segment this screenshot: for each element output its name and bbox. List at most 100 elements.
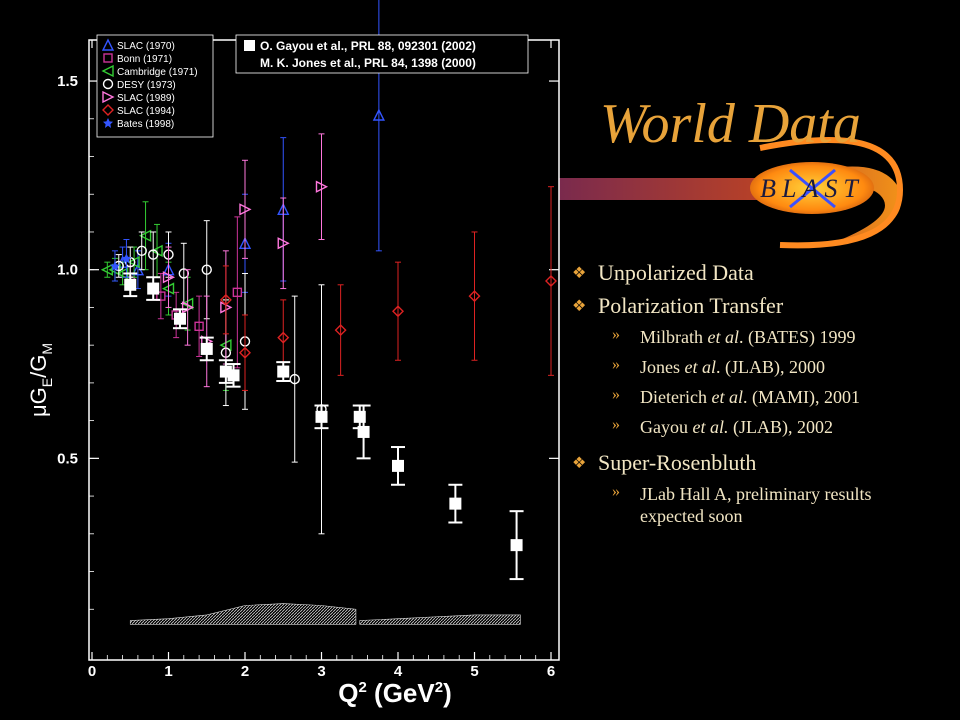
data-point [121,253,132,264]
data-point [219,293,232,306]
bullet-label: Unpolarized Data [598,259,754,285]
sub-bullet-item: » Dieterich et al. (MAMI), 2001 [612,386,952,408]
legend-label: Bates (1998) [117,119,174,130]
bullet-list: ❖ Unpolarized Data ❖ Polarization Transfer… [572,256,952,535]
sub-bullet-post: . (BATES) 1999 [739,327,856,347]
x-tick-label: 2 [241,663,249,680]
raquo-bullet-icon: » [612,416,620,433]
sub-bullet-post: (JLAB), 2002 [728,417,833,437]
sub-bullet-pre: Gayou [640,417,693,437]
data-point [392,459,404,472]
y-axis-label: μGE/GM [26,343,55,417]
sub-bullet-item: » Milbrath et al. (BATES) 1999 [612,326,952,348]
legend-marker [102,90,115,104]
sub-bullet-item: » JLab Hall A, preliminary results expect… [612,483,952,527]
diamond-bullet-icon: ❖ [572,297,587,315]
sub-bullet-pre: Milbrath [640,327,708,347]
data-point [239,346,251,359]
sub-bullet-pre: Jones [640,357,685,377]
legend-marker [102,78,114,90]
legend-gayou-marker [244,40,255,51]
y-tick-label: 1.5 [57,73,78,90]
data-point [357,425,370,438]
data-point [181,301,195,314]
data-point [138,229,152,242]
sub-bullet-em: et al. [692,417,729,437]
legend-left: SLAC (1970) Bonn (1971) Cambridge (1971) DE… [101,38,198,130]
data-point [277,365,290,378]
raquo-bullet-icon: » [612,356,620,373]
data-point [124,278,137,291]
data-point [334,324,347,337]
systematic-band [359,614,521,625]
sub-bullet-em: et al [707,327,740,347]
data-point [178,268,190,279]
bullet-item: ❖ Polarization Transfer [572,289,952,322]
raquo-bullet-icon: » [612,483,620,500]
sub-bullet-post: . (MAMI), 2001 [742,387,860,407]
bullet-item: ❖ Super-Rosenbluth [572,446,952,479]
data-point [227,369,240,382]
data-point [545,275,557,288]
x-tick-label: 1 [164,663,172,680]
legend-label: SLAC (1989) [117,93,175,104]
data-point [277,237,290,250]
sub-bullet-item: » Gayou et al. (JLAB), 2002 [612,416,952,438]
legend-jones-label: M. K. Jones et al., PRL 84, 1398 (2000) [260,56,476,70]
legend-marker [102,104,114,116]
legend-left-box [96,34,214,138]
legend-label: SLAC (1970) [117,41,175,52]
legend-marker [103,53,113,63]
legend-right-box [235,34,529,74]
x-tick-label: 4 [394,663,403,680]
data-point [510,539,523,552]
x-tick-label: 5 [470,663,478,680]
systematic-band [129,603,357,625]
legend-gayou-label: O. Gayou et al., PRL 88, 092301 (2002) [260,39,476,53]
sub-bullet-pre: JLab Hall A, preliminary results expecte… [640,484,872,526]
data-point [200,342,213,355]
legend-marker [101,64,114,78]
data-point [147,249,159,260]
data-point [162,271,176,284]
data-point [201,264,212,275]
data-point [289,373,300,385]
legend-label: DESY (1973) [117,80,176,91]
plot-frame [88,39,560,661]
sub-bullet-post: . (JLAB), 2000 [716,357,825,377]
data-point [239,203,252,216]
data-point [372,108,386,121]
data-point [173,312,186,325]
sub-bullet-em: et al [684,357,717,377]
data-point [194,321,204,331]
data-point [147,282,160,295]
y-tick-label: 0.5 [57,450,78,467]
x-tick-label: 3 [317,663,325,680]
x-axis-label: Q2 (GeV2) [338,678,452,708]
slide-title: World Data [600,93,861,155]
data-points [100,0,557,581]
data-point [468,290,481,303]
raquo-bullet-icon: » [612,326,620,343]
sub-bullet-pre: Dieterich [640,387,712,407]
y-tick-label: 1.0 [57,262,78,279]
data-point [156,291,166,301]
data-point [315,410,328,423]
data-point [315,180,329,193]
bullet-item: ❖ Unpolarized Data [572,256,952,289]
legend-label: SLAC (1994) [117,106,175,117]
data-point [136,245,147,257]
x-tick-label: 6 [547,663,555,680]
raquo-bullet-icon: » [612,386,620,403]
blast-logo: BLAST [540,137,904,249]
systematic-bands [129,603,521,625]
sub-bullet-item: » Jones et al. (JLAB), 2000 [612,356,952,378]
sub-bullet-em: et al [711,387,743,407]
legend-label: Bonn (1971) [117,54,172,65]
diamond-bullet-icon: ❖ [572,454,587,472]
x-tick-label: 0 [88,663,96,680]
bullet-label: Super-Rosenbluth [598,449,757,475]
legend-marker [103,118,113,128]
legend-marker [101,38,115,51]
